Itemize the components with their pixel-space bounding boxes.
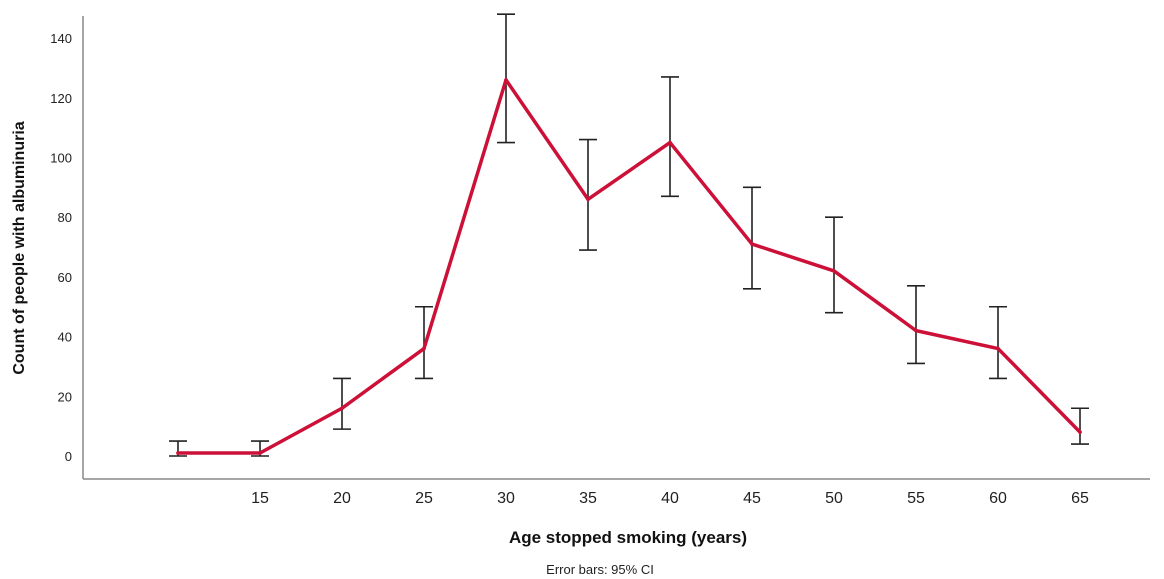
error-bar [1071, 407, 1089, 445]
error-bar [989, 305, 1007, 380]
x-tick-label: 60 [989, 490, 1007, 507]
y-tick-label: 20 [58, 389, 72, 404]
x-tick-labels: 15 20 25 30 35 40 45 50 55 60 65 [251, 490, 1089, 507]
x-tick-label: 50 [825, 490, 843, 507]
data-point [832, 269, 836, 273]
data-point [1078, 430, 1082, 434]
error-bar [579, 138, 597, 251]
series-line [176, 78, 1082, 455]
data-point [750, 242, 754, 246]
axes [82, 16, 1150, 480]
y-tick-label: 100 [50, 151, 72, 166]
x-tick-label: 30 [497, 490, 515, 507]
data-point [668, 140, 672, 145]
error-bar [743, 186, 761, 290]
error-bar [333, 377, 351, 430]
y-tick-label: 40 [58, 330, 72, 345]
error-bar [661, 76, 679, 198]
y-tick-label: 60 [58, 270, 72, 285]
x-tick-label: 35 [579, 490, 597, 507]
x-tick-label: 25 [415, 490, 433, 507]
x-tick-label: 45 [743, 490, 761, 507]
x-tick-label: 20 [333, 490, 351, 507]
data-point [504, 78, 508, 82]
error-bars [169, 13, 1089, 457]
y-tick-label: 140 [50, 31, 72, 46]
y-tick-label: 80 [58, 210, 72, 225]
x-tick-label: 15 [251, 490, 269, 507]
x-tick-label: 65 [1071, 490, 1089, 507]
data-point [422, 346, 426, 351]
x-tick-label: 40 [661, 490, 679, 507]
data-point [176, 451, 180, 455]
series [176, 78, 1082, 455]
data-point [914, 328, 918, 333]
data-point [996, 346, 1000, 351]
data-point [340, 406, 344, 411]
error-bar [825, 216, 843, 314]
error-bar [907, 285, 925, 365]
data-point [586, 197, 590, 202]
x-tick-label: 55 [907, 490, 925, 507]
y-axis-title: Count of people with albuminuria [11, 121, 28, 374]
y-tick-labels: 0 20 40 60 80 100 120 140 [50, 31, 72, 464]
error-bar-note: Error bars: 95% CI [546, 562, 654, 577]
y-tick-label: 0 [65, 449, 72, 464]
y-tick-label: 120 [50, 91, 72, 106]
data-point [258, 451, 262, 455]
x-axis-title: Age stopped smoking (years) [509, 528, 747, 547]
